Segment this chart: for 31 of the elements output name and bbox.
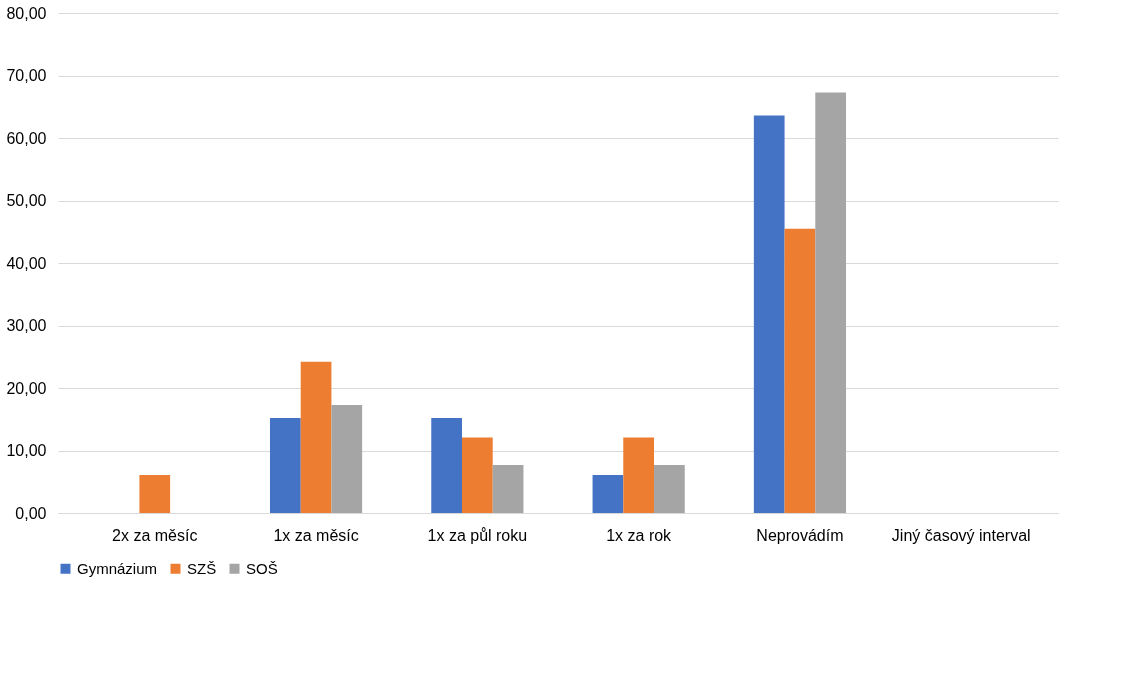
legend-label: SZŠ xyxy=(187,559,217,577)
bar xyxy=(431,418,462,513)
x-tick-label: 1x za měsíc xyxy=(273,526,359,544)
bar xyxy=(492,464,524,513)
legend-label: SOŠ xyxy=(246,559,278,577)
y-tick-label: 60,00 xyxy=(6,129,47,147)
y-tick-label: 40,00 xyxy=(6,254,47,272)
bar xyxy=(269,418,301,513)
bar xyxy=(331,404,363,513)
legend-label: Gymnázium xyxy=(77,559,158,577)
x-tick-label: Jiný časový interval xyxy=(891,526,1031,544)
y-tick-label: 50,00 xyxy=(6,192,47,209)
x-tick-label: 1x za půl roku xyxy=(427,526,528,544)
y-tick-label: 70,00 xyxy=(6,67,47,84)
bar xyxy=(753,115,785,513)
y-tick-label: 0,00 xyxy=(15,504,47,522)
x-tick-label: 1x za rok xyxy=(606,526,673,544)
bar xyxy=(623,437,655,513)
y-tick-label: 10,00 xyxy=(6,442,47,459)
x-tick-label: Neprovádím xyxy=(756,526,844,544)
bar xyxy=(139,474,171,513)
bar xyxy=(815,92,847,513)
y-tick-label: 30,00 xyxy=(6,317,47,334)
bar xyxy=(461,437,493,513)
bar xyxy=(784,228,816,513)
bar xyxy=(654,464,685,513)
y-tick-label: 20,00 xyxy=(6,379,47,397)
y-tick-label: 80,00 xyxy=(6,4,47,22)
x-tick-label: 2x za měsíc xyxy=(112,526,198,544)
bar xyxy=(300,361,332,513)
bar xyxy=(592,474,624,513)
